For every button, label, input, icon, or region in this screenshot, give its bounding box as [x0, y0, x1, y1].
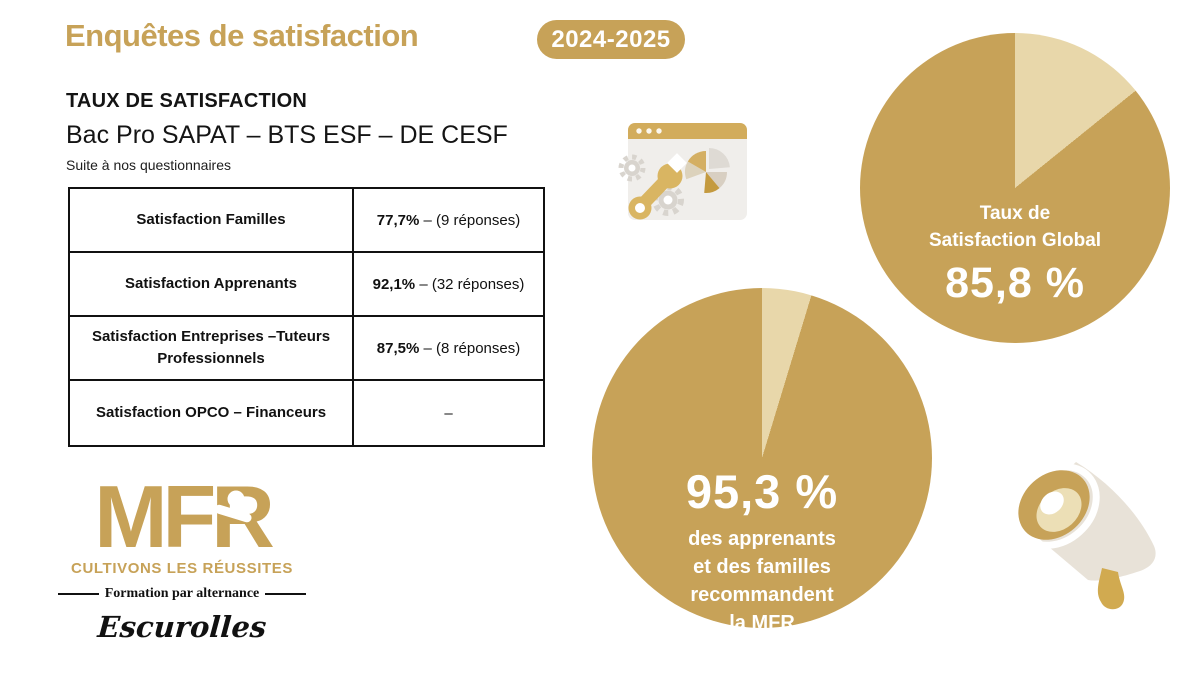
- recommendation-pie-caption: des apprenants et des familles recommand…: [592, 525, 932, 637]
- megaphone-icon: [1012, 462, 1156, 610]
- global-pie-label-line1: Taux de: [979, 203, 1051, 224]
- global-pie-text: Taux de Satisfaction Global 85,8 %: [860, 200, 1170, 308]
- table-row: Satisfaction OPCO – Financeurs –: [70, 381, 543, 445]
- value-percent: 77,7%: [376, 211, 420, 229]
- pie-chart-icon: [685, 148, 730, 193]
- table-row-value: 77,7% – (9 réponses): [354, 189, 543, 251]
- table-row-label: Satisfaction Apprenants: [70, 253, 354, 315]
- analytics-window-icon: [618, 123, 747, 220]
- table-row-label: Satisfaction Familles: [70, 189, 354, 251]
- table-row: Satisfaction Entreprises –Tuteurs Profes…: [70, 317, 543, 381]
- global-satisfaction-pie: Taux de Satisfaction Global 85,8 %: [860, 33, 1170, 343]
- mfr-subtitle-row: Formation par alternance: [58, 586, 306, 602]
- section-heading: TAUX DE SATISFACTION: [66, 90, 308, 112]
- global-pie-value: 85,8 %: [945, 259, 1085, 307]
- divider-line: [58, 593, 99, 595]
- value-detail: – (9 réponses): [419, 211, 521, 229]
- caption-line: et des familles: [693, 556, 831, 578]
- value-detail: –: [444, 404, 453, 422]
- global-pie-label-line2: Satisfaction Global: [928, 230, 1102, 251]
- value-percent: 87,5%: [376, 339, 420, 357]
- section-note: Suite à nos questionnaires: [66, 157, 231, 173]
- recommendation-pie-text: 95,3 % des apprenants et des familles re…: [592, 464, 932, 637]
- mfr-logo: MFR CULTIVONS LES RÉUSSITES Formation pa…: [58, 467, 306, 644]
- mfr-subtitle: Formation par alternance: [104, 586, 260, 601]
- table-row-label: Satisfaction Entreprises –Tuteurs Profes…: [70, 317, 354, 379]
- recommendation-pie: 95,3 % des apprenants et des familles re…: [592, 288, 932, 634]
- table-row: Satisfaction Familles 77,7% – (9 réponse…: [70, 189, 543, 253]
- divider-line: [265, 593, 306, 595]
- table-row-label: Satisfaction OPCO – Financeurs: [70, 381, 354, 445]
- section-heading-block: TAUX DE SATISFACTION Bac Pro SAPAT – BTS…: [66, 90, 508, 173]
- section-subheading: Bac Pro SAPAT – BTS ESF – DE CESF: [66, 121, 508, 149]
- table-row-value: –: [354, 381, 543, 445]
- caption-line: des apprenants: [688, 528, 836, 550]
- satisfaction-table: Satisfaction Familles 77,7% – (9 réponse…: [68, 187, 545, 447]
- year-badge: 2024-2025: [537, 20, 685, 59]
- mfr-acronym-wrap: MFR: [58, 467, 306, 566]
- caption-line: recommandent: [690, 584, 834, 606]
- mfr-location: Escurolles: [96, 610, 268, 644]
- gear-icon: [618, 154, 646, 182]
- mfr-tagline: CULTIVONS LES RÉUSSITES: [71, 560, 293, 577]
- table-row-value: 87,5% – (8 réponses): [354, 317, 543, 379]
- value-detail: – (32 réponses): [415, 275, 525, 293]
- table-row-value: 92,1% – (32 réponses): [354, 253, 543, 315]
- mfr-acronym: MFR: [94, 467, 275, 566]
- table-row: Satisfaction Apprenants 92,1% – (32 répo…: [70, 253, 543, 317]
- recommendation-pie-value: 95,3 %: [685, 465, 839, 518]
- page-title: Enquêtes de satisfaction: [65, 18, 419, 53]
- value-detail: – (8 réponses): [419, 339, 521, 357]
- caption-line: la MFR: [729, 612, 795, 634]
- value-percent: 92,1%: [372, 275, 416, 293]
